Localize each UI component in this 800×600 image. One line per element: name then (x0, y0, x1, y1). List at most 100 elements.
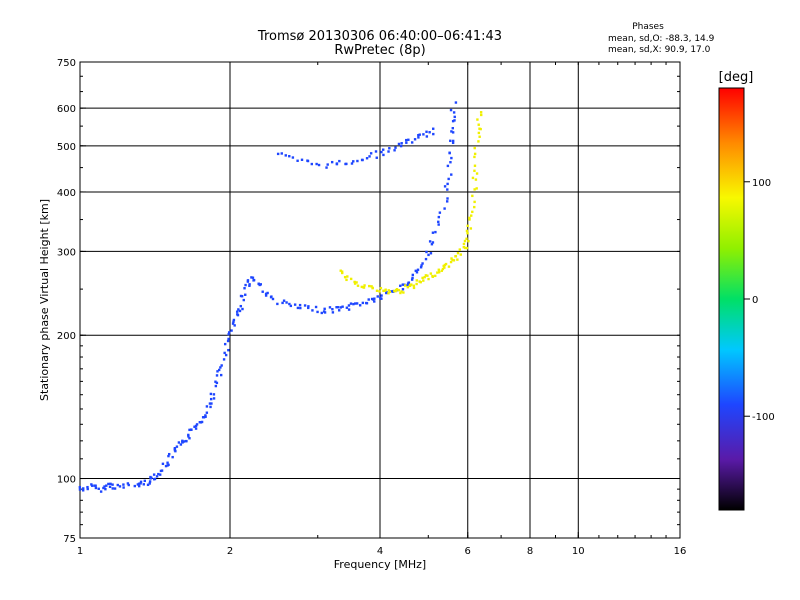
data-point (331, 307, 334, 311)
data-point (214, 380, 217, 383)
y-tick-label: 750 (57, 58, 76, 69)
data-point (111, 487, 114, 490)
data-point (310, 162, 314, 166)
data-point (175, 445, 179, 448)
data-point (166, 461, 169, 464)
data-point (370, 285, 373, 288)
data-point (476, 118, 479, 121)
data-point (155, 475, 159, 478)
data-point (157, 472, 160, 476)
data-point (307, 306, 310, 310)
data-point (380, 294, 383, 297)
data-point (465, 229, 469, 233)
data-point (431, 231, 435, 234)
data-point (400, 290, 403, 293)
data-point (394, 146, 397, 149)
data-point (237, 308, 240, 311)
data-point (289, 304, 293, 308)
data-point (464, 246, 467, 250)
data-point (427, 253, 430, 257)
y-tick-label: 100 (57, 475, 76, 486)
data-point (436, 271, 439, 274)
data-point (419, 266, 423, 269)
data-point (201, 416, 205, 419)
data-point (240, 294, 244, 298)
colorbar-scale (718, 87, 745, 511)
data-point (244, 293, 247, 296)
data-point (473, 205, 476, 209)
data-point (415, 279, 419, 282)
data-point (214, 384, 218, 388)
data-point (450, 257, 453, 260)
data-point (443, 185, 447, 188)
data-point (418, 280, 421, 283)
data-point (475, 172, 479, 175)
data-point (403, 284, 407, 287)
data-point (339, 306, 342, 309)
data-point (347, 308, 351, 311)
y-tick-label: 400 (57, 188, 76, 199)
data-point (212, 393, 216, 396)
data-point (349, 302, 353, 305)
data-point (296, 306, 300, 310)
data-point (242, 298, 245, 302)
data-point (239, 304, 243, 308)
data-point (227, 332, 230, 336)
data-point (363, 284, 366, 287)
data-point (407, 138, 410, 141)
data-point (393, 149, 396, 152)
data-point (444, 262, 448, 266)
data-point (194, 427, 198, 430)
data-point (375, 156, 378, 159)
data-point (133, 484, 136, 488)
data-point (438, 211, 442, 214)
data-point (209, 405, 212, 409)
colorbar-tick-label: 100 (752, 178, 771, 189)
data-point (209, 392, 213, 396)
data-point (226, 339, 230, 343)
data-point (387, 150, 390, 153)
data-point (463, 239, 467, 243)
data-point (462, 242, 466, 246)
data-point (453, 115, 456, 119)
data-point (446, 182, 449, 186)
data-point (473, 146, 476, 150)
data-point (219, 366, 222, 369)
data-point (425, 135, 429, 138)
data-point (477, 131, 481, 135)
data-point (355, 281, 358, 284)
data-point (345, 162, 348, 166)
data-point (437, 223, 440, 226)
data-point (406, 285, 410, 289)
data-point (361, 301, 365, 305)
data-point (143, 479, 146, 483)
data-point (220, 364, 223, 367)
data-point (408, 284, 412, 288)
data-point (382, 153, 385, 157)
data-point (424, 257, 428, 261)
data-point (473, 152, 477, 156)
data-point (430, 243, 434, 246)
data-point (195, 423, 199, 426)
data-point (288, 155, 291, 158)
data-point (341, 271, 344, 275)
data-point (447, 265, 451, 268)
data-point (250, 276, 253, 279)
data-point (164, 464, 168, 468)
data-point (227, 337, 230, 341)
data-point (449, 161, 452, 164)
data-point (167, 454, 170, 458)
data-point (468, 216, 471, 220)
data-point (94, 484, 97, 487)
data-point (86, 485, 89, 489)
y-tick-label: 600 (57, 104, 76, 115)
data-point (152, 478, 156, 481)
data-point (171, 455, 174, 459)
data-point (451, 139, 455, 143)
data-point (356, 159, 359, 163)
data-point (427, 277, 430, 281)
data-point (233, 324, 236, 327)
data-point (369, 152, 373, 155)
data-point (187, 433, 190, 437)
data-point (437, 271, 441, 274)
